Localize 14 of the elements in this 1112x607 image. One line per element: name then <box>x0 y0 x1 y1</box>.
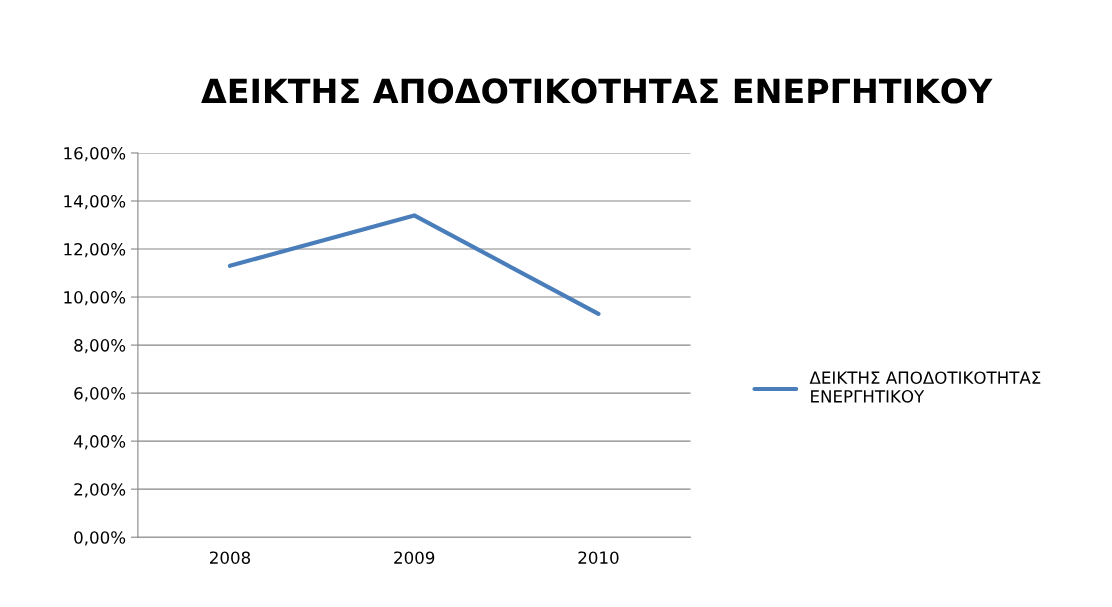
y-tick-label: 8,00% <box>74 339 126 354</box>
y-tick-label: 14,00% <box>64 194 126 210</box>
chart-title: ΔΕΙΚΤΗΣ ΑΠΟΔΟΤΙΚΟΤΗΤΑΣ ΕΝΕΡΓΗΤΙΚΟΥ <box>201 78 993 104</box>
y-tick-label: 12,00% <box>64 242 126 258</box>
y-tick-label: 0,00% <box>74 531 126 546</box>
y-tick-label: 6,00% <box>74 387 126 402</box>
x-tick-label: 2009 <box>394 551 435 564</box>
y-tick-label: 16,00% <box>64 146 126 162</box>
legend-label: ΔΕΙΚΤΗΣ ΑΠΟΔΟΤΙΚΟΤΗΤΑΣ ΕΝΕΡΓΗΤΙΚΟΥ <box>809 371 1041 403</box>
x-tick-label: 2010 <box>578 551 619 564</box>
y-tick-label: 10,00% <box>64 291 126 306</box>
x-tick-label: 2008 <box>210 551 251 564</box>
y-tick-label: 2,00% <box>74 483 126 498</box>
y-tick-label: 4,00% <box>73 435 126 450</box>
